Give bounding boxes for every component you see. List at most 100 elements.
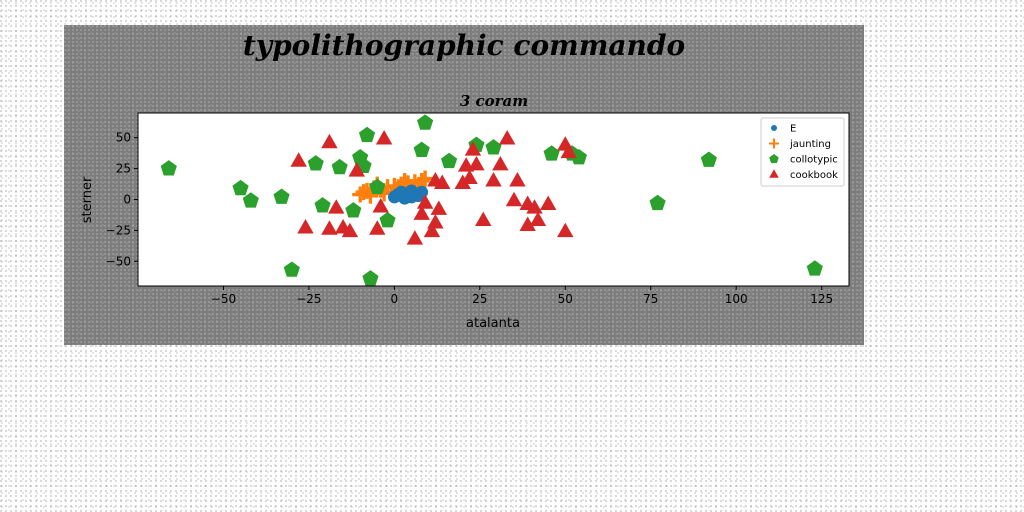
x-tick-label: 25 bbox=[472, 292, 487, 306]
collotypic-point bbox=[369, 178, 386, 195]
legend-label: collotypic bbox=[790, 155, 838, 166]
collotypic-point bbox=[307, 155, 324, 171]
legend-marker bbox=[771, 125, 777, 131]
cookbook-point bbox=[526, 199, 543, 214]
x-axis: −50 −25 0 25 50 75 100 125 bbox=[211, 286, 833, 306]
collotypic-point bbox=[417, 114, 434, 130]
cookbook-point bbox=[529, 211, 547, 227]
x-tick-label: −25 bbox=[296, 292, 321, 306]
cookbook-point bbox=[413, 205, 430, 220]
jaunting-point bbox=[417, 170, 434, 187]
legend-marker bbox=[769, 169, 779, 178]
cookbook-point bbox=[430, 200, 448, 215]
cookbook-point bbox=[434, 174, 451, 189]
cookbook-point bbox=[498, 130, 516, 145]
cookbook-point bbox=[375, 130, 393, 145]
cookbook-point bbox=[416, 194, 434, 209]
legend-box bbox=[760, 117, 845, 187]
cookbook-point bbox=[461, 169, 478, 185]
x-tick-label: −50 bbox=[211, 292, 236, 306]
cookbook-point bbox=[297, 219, 314, 234]
cookbook-point bbox=[372, 197, 389, 213]
collotypic-point bbox=[700, 151, 717, 167]
cookbook-point bbox=[427, 214, 444, 229]
y-tick-label: 25 bbox=[116, 162, 131, 176]
cookbook-point bbox=[519, 216, 536, 231]
x-tick-label: 100 bbox=[725, 292, 748, 306]
collotypic-point bbox=[358, 126, 376, 143]
figure: typolithographic commando 3 coram −50 −25… bbox=[64, 25, 864, 345]
cookbook-point bbox=[341, 222, 359, 238]
collotypic-point bbox=[543, 145, 560, 161]
legend-label: E bbox=[790, 124, 796, 135]
cookbook-point bbox=[321, 220, 338, 235]
legend-label: jaunting bbox=[789, 139, 831, 150]
x-tick-label: 50 bbox=[558, 292, 573, 306]
collotypic-point bbox=[485, 139, 502, 155]
y-tick-label: 50 bbox=[116, 131, 131, 145]
jaunting-point bbox=[376, 185, 393, 202]
collotypic-point bbox=[331, 158, 348, 175]
jaunting-point bbox=[396, 172, 413, 189]
collotypic-point bbox=[413, 141, 430, 157]
x-tick-label: 0 bbox=[391, 292, 399, 306]
x-tick-label: 75 bbox=[643, 292, 658, 306]
collotypic-point bbox=[314, 197, 331, 213]
legend-entry: E bbox=[771, 124, 796, 135]
cookbook-point bbox=[492, 155, 509, 171]
collotypic-point bbox=[440, 152, 458, 169]
E-point bbox=[394, 185, 408, 199]
jaunting-point bbox=[352, 186, 369, 203]
collotypic-point bbox=[806, 260, 823, 276]
y-axis: −50 −25 0 25 50 bbox=[106, 131, 138, 268]
cookbook-point bbox=[485, 172, 502, 187]
y-tick-label: −50 bbox=[106, 254, 131, 268]
series-cookbook bbox=[290, 130, 577, 245]
collotypic-point bbox=[160, 160, 177, 176]
jaunting-point bbox=[413, 172, 430, 189]
collotypic-point bbox=[379, 212, 396, 228]
jaunting-point bbox=[362, 187, 379, 204]
collotypic-point bbox=[649, 194, 666, 211]
legend-marker bbox=[769, 154, 779, 164]
cookbook-point bbox=[321, 133, 338, 149]
collotypic-point bbox=[362, 270, 379, 286]
collotypic-point bbox=[570, 148, 588, 165]
cookbook-point bbox=[468, 155, 485, 171]
collotypic-point bbox=[242, 192, 259, 208]
cookbook-point bbox=[464, 141, 482, 156]
cookbook-point bbox=[557, 222, 574, 238]
cookbook-point bbox=[505, 191, 523, 207]
legend-label: cookbook bbox=[790, 170, 838, 181]
collotypic-point bbox=[283, 261, 300, 277]
cookbook-point bbox=[423, 222, 441, 238]
cookbook-point bbox=[348, 162, 365, 177]
y-axis-label: sterner bbox=[80, 176, 95, 223]
y-tick-label: −25 bbox=[106, 223, 131, 237]
legend-marker bbox=[769, 138, 779, 149]
chart-subtitle: 3 coram bbox=[460, 92, 528, 110]
legend-entry: cookbook bbox=[769, 169, 838, 181]
collotypic-point bbox=[232, 179, 249, 196]
scatter-chart: typolithographic commando 3 coram −50 −25… bbox=[80, 29, 850, 331]
data-markers bbox=[160, 114, 823, 286]
cookbook-point bbox=[560, 143, 577, 159]
legend-entry: jaunting bbox=[769, 138, 831, 150]
cookbook-point bbox=[290, 152, 307, 167]
x-axis-label: atalanta bbox=[466, 316, 520, 331]
cookbook-point bbox=[369, 220, 386, 235]
collotypic-point bbox=[345, 202, 362, 218]
jaunting-point bbox=[355, 184, 372, 201]
legend-entry: collotypic bbox=[769, 154, 838, 166]
E-point bbox=[405, 184, 418, 198]
cookbook-point bbox=[328, 199, 345, 214]
cookbook-point bbox=[509, 172, 526, 187]
x-tick-label: 125 bbox=[810, 292, 833, 306]
cookbook-point bbox=[406, 230, 424, 245]
cookbook-point bbox=[475, 211, 492, 227]
y-tick-label: 0 bbox=[123, 193, 131, 207]
cookbook-point bbox=[539, 195, 557, 210]
collotypic-point bbox=[273, 188, 290, 204]
chart-title: typolithographic commando bbox=[243, 29, 685, 62]
